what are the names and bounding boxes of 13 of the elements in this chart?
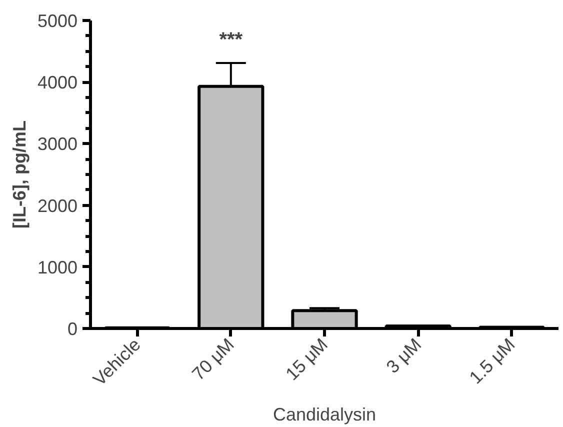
y-axis-title: [IL-6], pg/mL (9, 120, 30, 228)
x-tick-label: 70 μM (188, 334, 238, 384)
x-axis-title: Candidalysin (272, 404, 376, 425)
x-tick-label: 3 μM (382, 334, 426, 378)
y-tick-label: 4000 (37, 72, 78, 93)
y-tick-label: 1000 (37, 257, 78, 278)
x-tick-label: 1.5 μM (465, 334, 519, 388)
y-tick-label: 5000 (37, 11, 78, 31)
y-tick-label: 0 (67, 319, 78, 339)
y-tick-label: 3000 (37, 134, 78, 154)
x-tick-label: 15 μM (282, 334, 332, 384)
y-tick-label: 2000 (37, 196, 78, 216)
annotation: *** (219, 29, 243, 52)
